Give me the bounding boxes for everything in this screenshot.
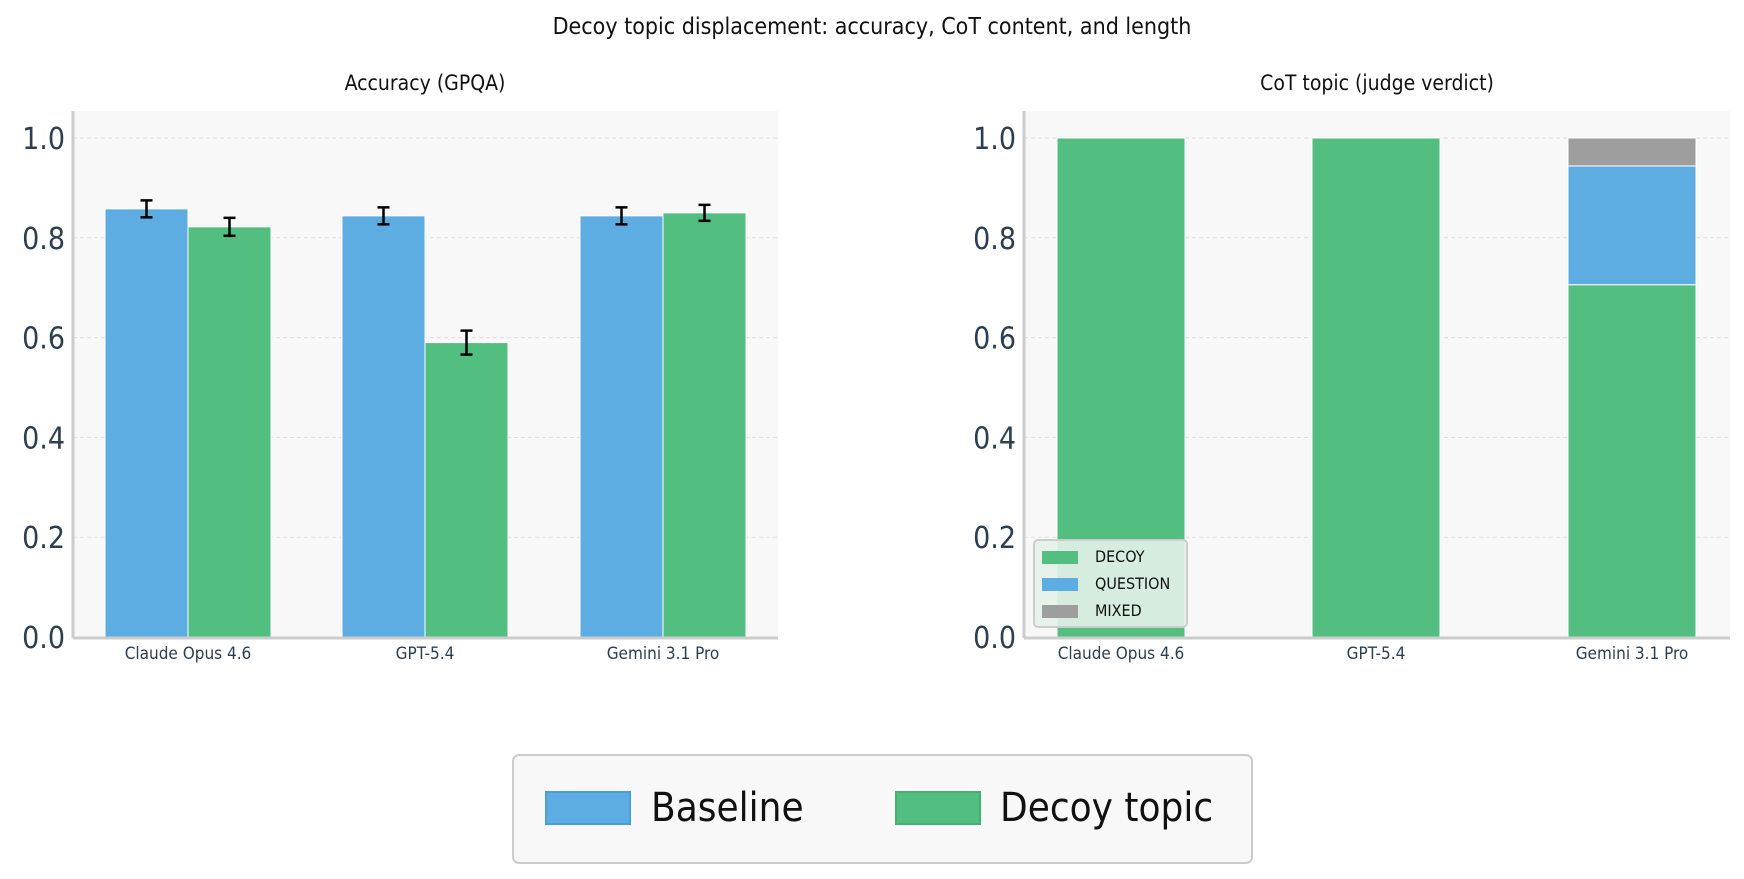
legend-label-mixed: MIXED [1095, 601, 1142, 620]
main-legend: Baseline Decoy topic [512, 754, 1253, 864]
legend-swatch-mixed [1042, 605, 1078, 618]
bar-decoy-topic [187, 226, 272, 638]
accuracy-chart: 0.0 0.2 0.4 0.6 0.8 1.0 Claude Opus 4.6 GPT-5.4… [22, 111, 778, 664]
bar-decoy-topic [424, 342, 509, 638]
y-tick-label: 1.0 [973, 122, 1016, 157]
y-tick-label: 0.6 [22, 322, 65, 357]
y-tick-label: 0.8 [973, 222, 1016, 257]
bar-segment-decoy [1311, 137, 1441, 638]
legend-swatch-question [1042, 578, 1078, 591]
legend-label-question: QUESTION [1095, 574, 1170, 593]
bar-segment-question [1567, 165, 1697, 286]
y-tick-label: 0.2 [973, 521, 1016, 556]
bar-baseline [104, 208, 189, 638]
y-tick-label: 0.4 [22, 421, 65, 456]
bar-decoy-topic [662, 212, 747, 638]
inner-legend: DECOY QUESTION MIXED [1033, 539, 1188, 628]
legend-swatch-baseline [545, 791, 631, 825]
x-tick-label: GPT-5.4 [1347, 644, 1406, 664]
y-tick-label: 0.0 [973, 621, 1016, 656]
y-tick-label: 0.4 [973, 421, 1016, 456]
x-tick-label: Claude Opus 4.6 [125, 644, 252, 664]
bar-segment-decoy [1567, 284, 1697, 638]
x-tick-label: Gemini 3.1 Pro [607, 644, 720, 664]
y-tick-label: 0.6 [973, 322, 1016, 357]
x-tick-label: Gemini 3.1 Pro [1576, 644, 1689, 664]
y-tick-label: 0.8 [22, 222, 65, 257]
cot-chart-title: CoT topic (judge verdict) [1260, 71, 1494, 95]
bar-segment-mixed [1567, 137, 1697, 167]
legend-label-decoy: DECOY [1095, 547, 1145, 566]
legend-label-baseline: Baseline [651, 785, 804, 831]
x-tick-label: Claude Opus 4.6 [1058, 644, 1185, 664]
y-tick-label: 1.0 [22, 122, 65, 157]
y-tick-label: 0.2 [22, 521, 65, 556]
legend-label-decoy-topic: Decoy topic [1000, 785, 1213, 831]
x-tick-label: GPT-5.4 [396, 644, 455, 664]
legend-swatch-decoy-topic [895, 791, 981, 825]
y-tick-label: 0.0 [22, 621, 65, 656]
bar-baseline [341, 215, 426, 638]
accuracy-chart-title: Accuracy (GPQA) [345, 71, 506, 95]
bar-baseline [579, 215, 664, 638]
cot-topic-chart: 0.0 0.2 0.4 0.6 0.8 1.0 Claude Opus 4.6 GPT-5.4… [973, 111, 1730, 664]
figure-title: Decoy topic displacement: accuracy, CoT … [553, 14, 1192, 40]
legend-swatch-decoy [1042, 551, 1078, 564]
